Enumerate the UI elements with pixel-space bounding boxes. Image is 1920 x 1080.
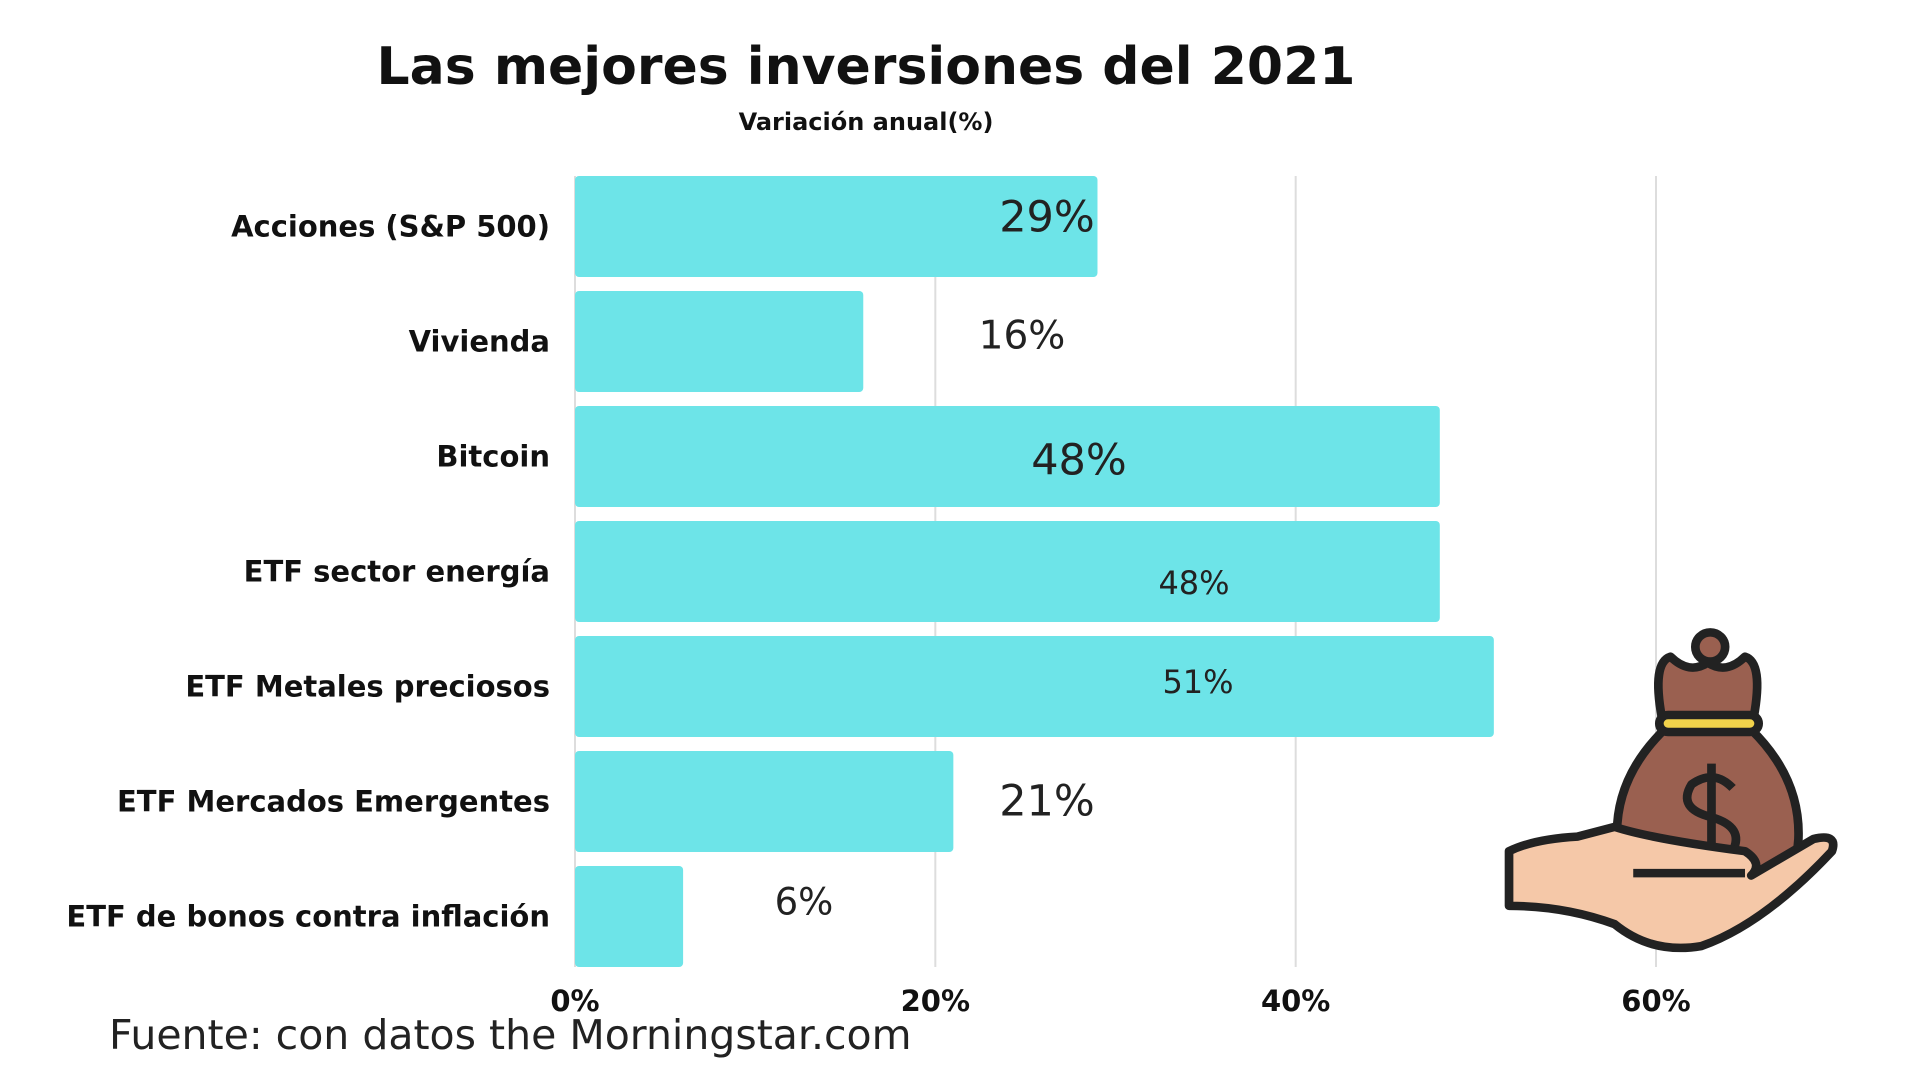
- value-label: 21%: [999, 777, 1095, 827]
- money-icon: [1504, 628, 1838, 953]
- source-note: Fuente: con datos the Morningstar.com: [109, 1011, 912, 1059]
- plot: 0% 20% 40% 60% Acciones (S&P 500) 29% Vivienda…: [66, 176, 1691, 1018]
- chart-title: Las mejores inversiones del 2021: [377, 37, 1356, 97]
- value-label: 29%: [999, 193, 1095, 243]
- bar: [575, 636, 1494, 737]
- category-label: Bitcoin: [436, 440, 550, 474]
- category-label: Vivienda: [409, 325, 550, 359]
- category-label: ETF Metales preciosos: [185, 670, 550, 704]
- value-label: 48%: [1158, 564, 1229, 602]
- bar: [575, 291, 864, 392]
- x-tick-label: 40%: [1261, 984, 1330, 1018]
- value-label: 16%: [979, 314, 1066, 359]
- chart-subtitle: Variación anual(%): [739, 108, 994, 136]
- bar: [575, 176, 1098, 277]
- bar: [575, 866, 684, 967]
- value-label: 6%: [775, 881, 834, 924]
- category-label: Acciones (S&P 500): [231, 210, 550, 244]
- category-label: ETF de bonos contra inflación: [66, 900, 550, 934]
- value-label: 48%: [1031, 436, 1127, 486]
- bar: [575, 406, 1440, 507]
- bar: [575, 751, 954, 852]
- x-tick-label: 0%: [550, 984, 599, 1018]
- x-tick-label: 60%: [1621, 984, 1690, 1018]
- category-label: ETF sector energía: [244, 555, 550, 589]
- bar: [575, 521, 1440, 622]
- value-label: 51%: [1162, 663, 1233, 701]
- x-tick-label: 20%: [901, 984, 970, 1018]
- category-label: ETF Mercados Emergentes: [117, 785, 550, 819]
